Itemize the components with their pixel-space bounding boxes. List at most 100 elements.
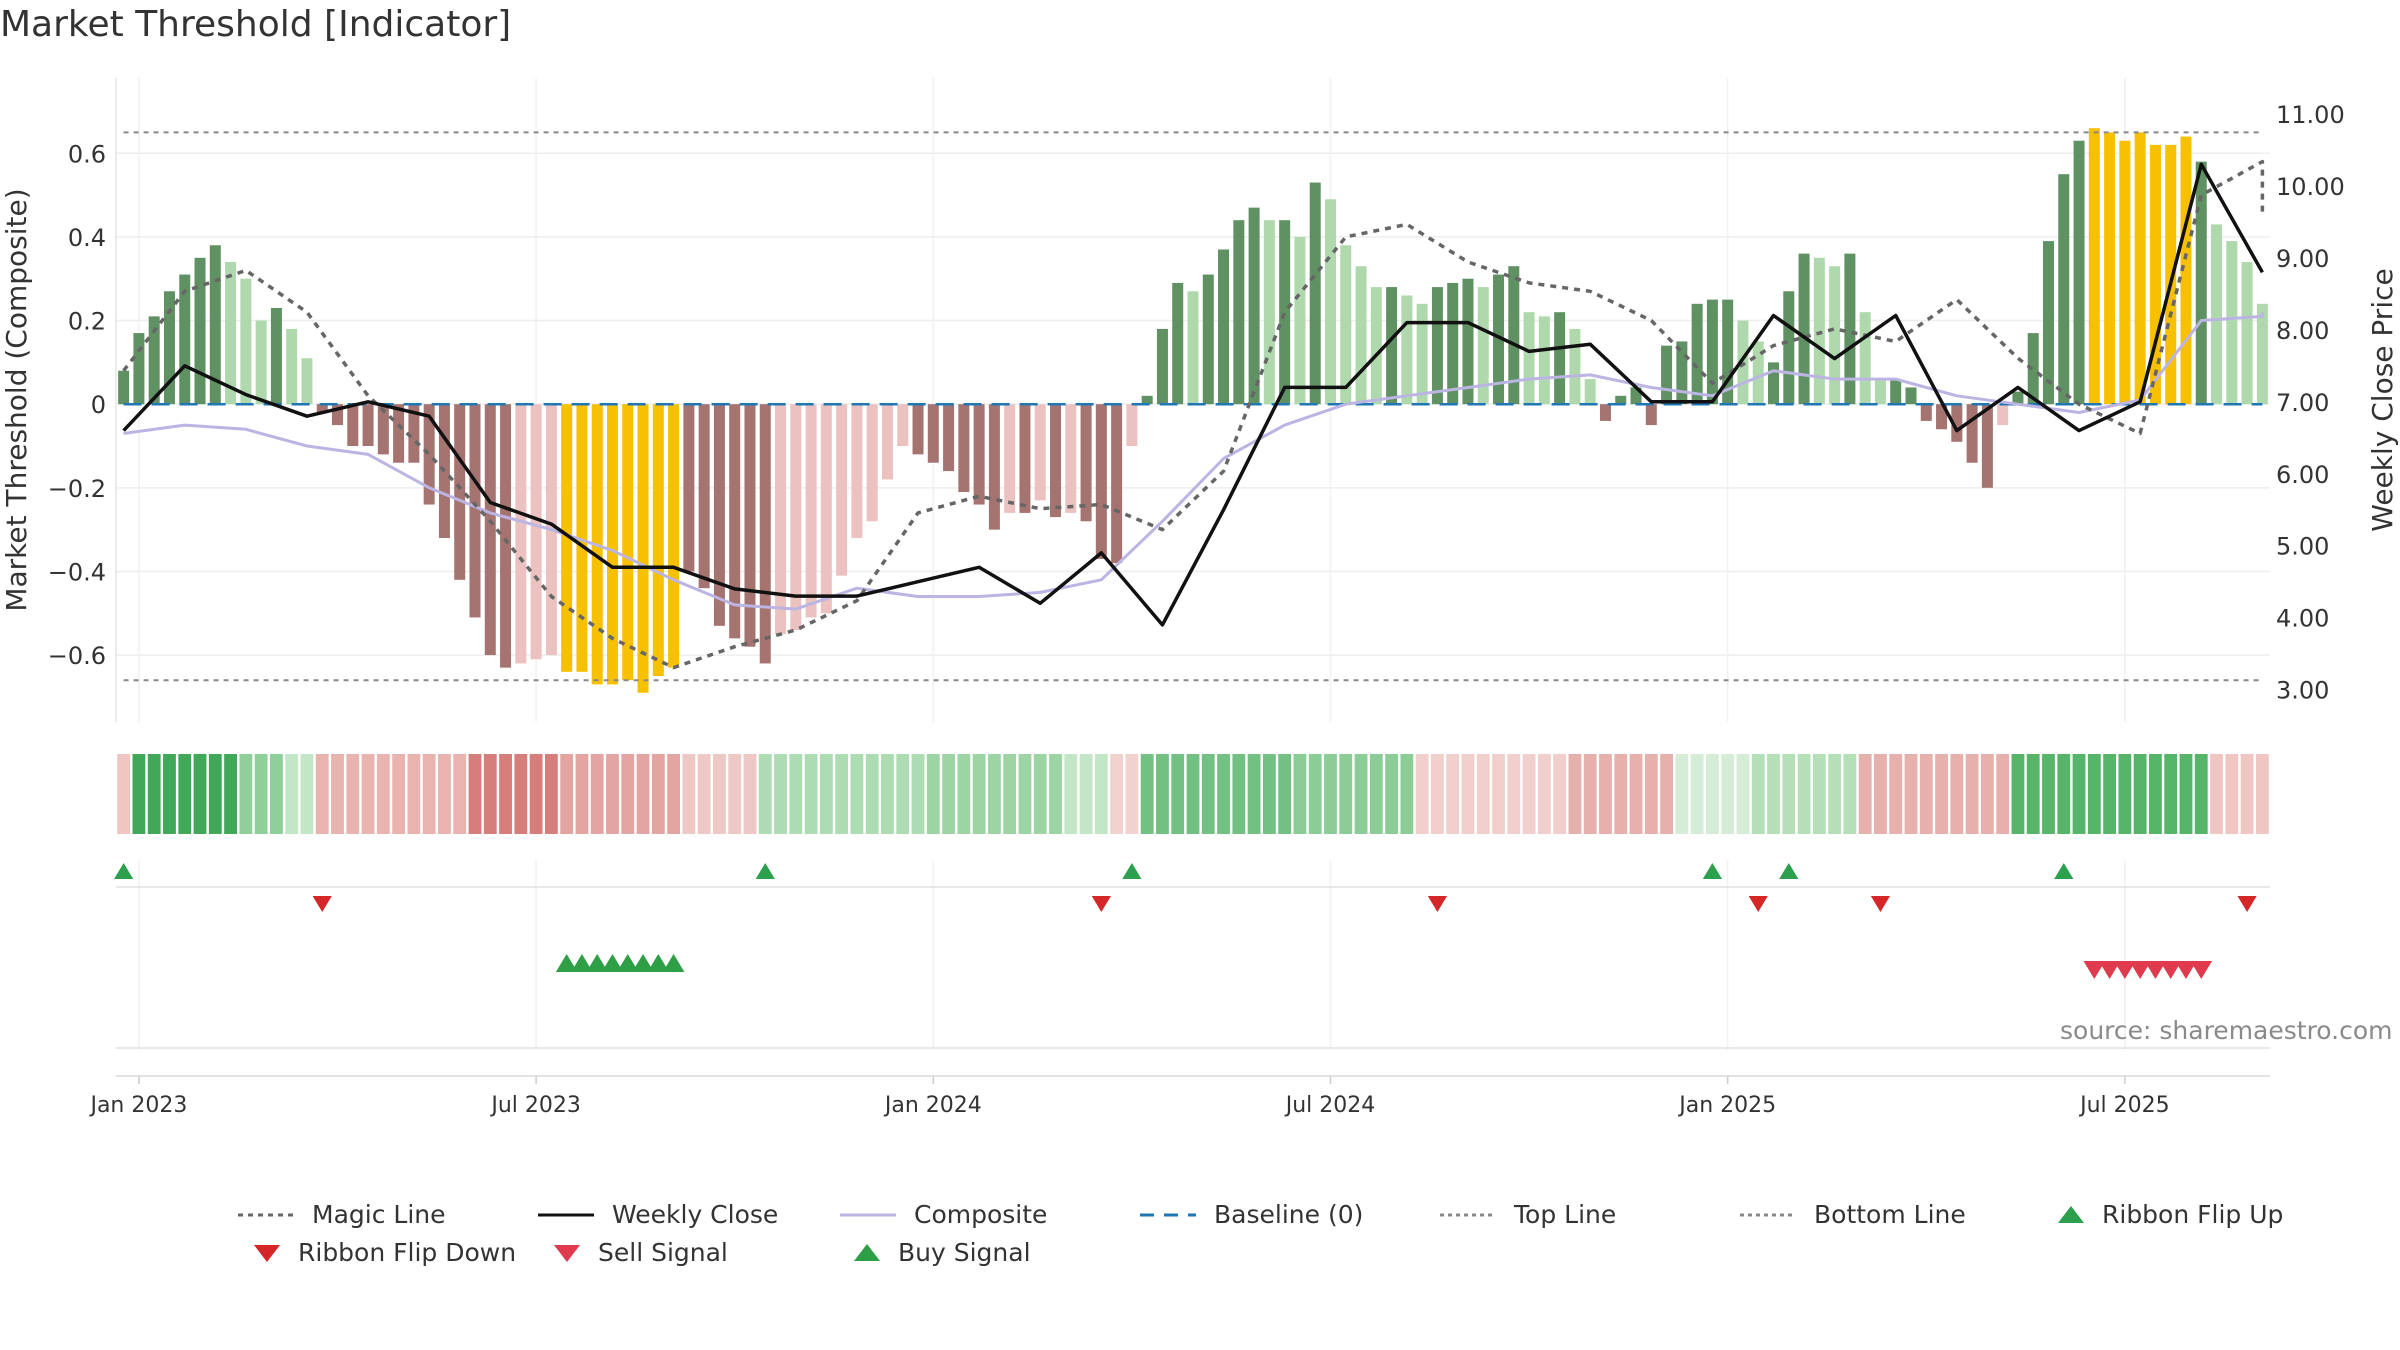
ribbon-cell bbox=[606, 754, 619, 834]
ribbon-cell bbox=[499, 754, 512, 834]
ribbon-cell bbox=[865, 754, 879, 834]
buy-signal-marker bbox=[555, 954, 578, 972]
ribbon-cell bbox=[2026, 754, 2040, 834]
composite-bar bbox=[836, 404, 848, 576]
ribbon-cell bbox=[972, 754, 986, 834]
ribbon-cell bbox=[2164, 754, 2178, 834]
composite-bar bbox=[286, 328, 298, 405]
y2-tick-label: 10.00 bbox=[2276, 173, 2345, 201]
legend-item-magic-line: Magic Line bbox=[236, 1200, 446, 1229]
ribbon-cell bbox=[483, 754, 497, 834]
composite-bar bbox=[1202, 274, 1214, 405]
series-line-magic-line bbox=[122, 159, 2265, 670]
ribbon-cell bbox=[1980, 754, 1994, 834]
composite-bar bbox=[362, 404, 374, 446]
composite-bar bbox=[1050, 404, 1062, 518]
legend-swatch bbox=[1740, 1213, 1796, 1216]
legend-item-sell-signal: Sell Signal bbox=[552, 1238, 728, 1267]
ribbon-cell bbox=[132, 754, 146, 834]
composite-bar bbox=[1431, 287, 1443, 405]
composite-bar bbox=[1508, 266, 1520, 405]
composite-bar bbox=[561, 404, 573, 672]
composite-bar bbox=[1248, 207, 1260, 405]
composite-bar bbox=[1324, 199, 1336, 405]
composite-bar bbox=[668, 404, 680, 668]
ribbon-cell bbox=[2011, 754, 2025, 834]
composite-bar bbox=[1080, 404, 1092, 522]
ribbon-cell bbox=[117, 754, 131, 834]
y-axis-label: Market Threshold (Composite) bbox=[0, 188, 33, 611]
buy-signal-marker bbox=[662, 954, 685, 972]
composite-bar bbox=[729, 404, 741, 639]
ribbon-cell bbox=[1767, 754, 1780, 834]
ribbon-cell bbox=[636, 754, 650, 834]
axes: 0.6 0.4 0.2 0 −0.2 −0.4 −0.6 11.00 10.00 9.00 8.00… bbox=[48, 78, 2345, 1118]
y2-tick-label: 9.00 bbox=[2276, 245, 2329, 273]
composite-bar bbox=[1691, 303, 1703, 405]
ribbon-cell bbox=[224, 754, 237, 834]
ribbon-cell bbox=[697, 754, 711, 834]
ribbon-cell bbox=[1996, 754, 2010, 834]
ribbon-cell bbox=[667, 754, 681, 834]
ribbon-cell bbox=[1217, 754, 1230, 834]
composite-bar bbox=[1569, 328, 1581, 405]
legend-label: Ribbon Flip Down bbox=[298, 1238, 517, 1267]
ribbon-cell bbox=[2042, 754, 2055, 834]
ribbon-cell bbox=[896, 754, 910, 834]
signal-panels bbox=[114, 863, 2270, 1049]
ribbon-cell bbox=[651, 754, 665, 834]
buy-signal-marker bbox=[616, 954, 639, 972]
composite-bar bbox=[301, 358, 313, 405]
composite-bar bbox=[1798, 253, 1810, 405]
composite-bar bbox=[1401, 295, 1413, 405]
ribbon-cell bbox=[1018, 754, 1032, 834]
ribbon-cell bbox=[728, 754, 742, 834]
chart-canvas: 0.6 0.4 0.2 0 −0.2 −0.4 −0.6 11.00 10.00 9.00 8.00… bbox=[0, 78, 2399, 1118]
x-tick-label: Jan 2025 bbox=[1677, 1093, 1776, 1118]
y-tick-label: 0 bbox=[91, 391, 106, 419]
ribbon-cell bbox=[1629, 754, 1643, 834]
ribbon-cell bbox=[1431, 754, 1444, 834]
ribbon-cell bbox=[2133, 754, 2147, 834]
composite-bar bbox=[943, 404, 955, 472]
legend-label: Weekly Close bbox=[612, 1200, 779, 1229]
ribbon-cell bbox=[1812, 754, 1826, 834]
composite-bar bbox=[194, 257, 206, 405]
composite-bar bbox=[133, 333, 145, 405]
ribbon-cell bbox=[300, 754, 314, 834]
composite-bar bbox=[1599, 404, 1611, 421]
ribbon-cell bbox=[1583, 754, 1597, 834]
ribbon-cell bbox=[1507, 754, 1521, 834]
buy-signal-marker bbox=[632, 954, 654, 972]
source-label: source: sharemaestro.com bbox=[2060, 1016, 2393, 1045]
legend-item-ribbon-flip-down: Ribbon Flip Down bbox=[252, 1238, 516, 1267]
y2-tick-label: 4.00 bbox=[2276, 605, 2329, 633]
composite-bar bbox=[576, 404, 588, 672]
legend-label: Bottom Line bbox=[1814, 1200, 1966, 1229]
composite-bar bbox=[1309, 182, 1321, 405]
ribbon-cell bbox=[1782, 754, 1796, 834]
ribbon-cell bbox=[208, 754, 222, 834]
composite-bar bbox=[820, 404, 832, 614]
composite-bar bbox=[1279, 220, 1291, 405]
composite-bar bbox=[1905, 387, 1917, 405]
ribbon-cell bbox=[544, 754, 558, 834]
composite-bar bbox=[515, 404, 527, 664]
composite-bar bbox=[316, 404, 328, 413]
ribbon-cell bbox=[1965, 754, 1979, 834]
composite-bar bbox=[637, 404, 649, 693]
ribbon-cell bbox=[957, 754, 971, 834]
legend-item-top-line: Top Line bbox=[1438, 1200, 1616, 1229]
x-tick-label: Jan 2024 bbox=[883, 1093, 982, 1118]
ribbon-cell bbox=[147, 754, 161, 834]
legend-item-ribbon-flip-up: Ribbon Flip Up bbox=[2056, 1200, 2283, 1229]
ribbon-cell bbox=[392, 754, 406, 834]
ribbon-cell bbox=[1415, 754, 1429, 834]
composite-bar bbox=[500, 404, 512, 668]
composite-bar bbox=[347, 404, 359, 446]
composite-bar bbox=[1554, 312, 1566, 405]
ribbon-flip-down-marker bbox=[1870, 896, 1891, 912]
composite-bar bbox=[2027, 333, 2039, 405]
ribbon-cell bbox=[1492, 754, 1505, 834]
ribbon-cell bbox=[819, 754, 833, 834]
